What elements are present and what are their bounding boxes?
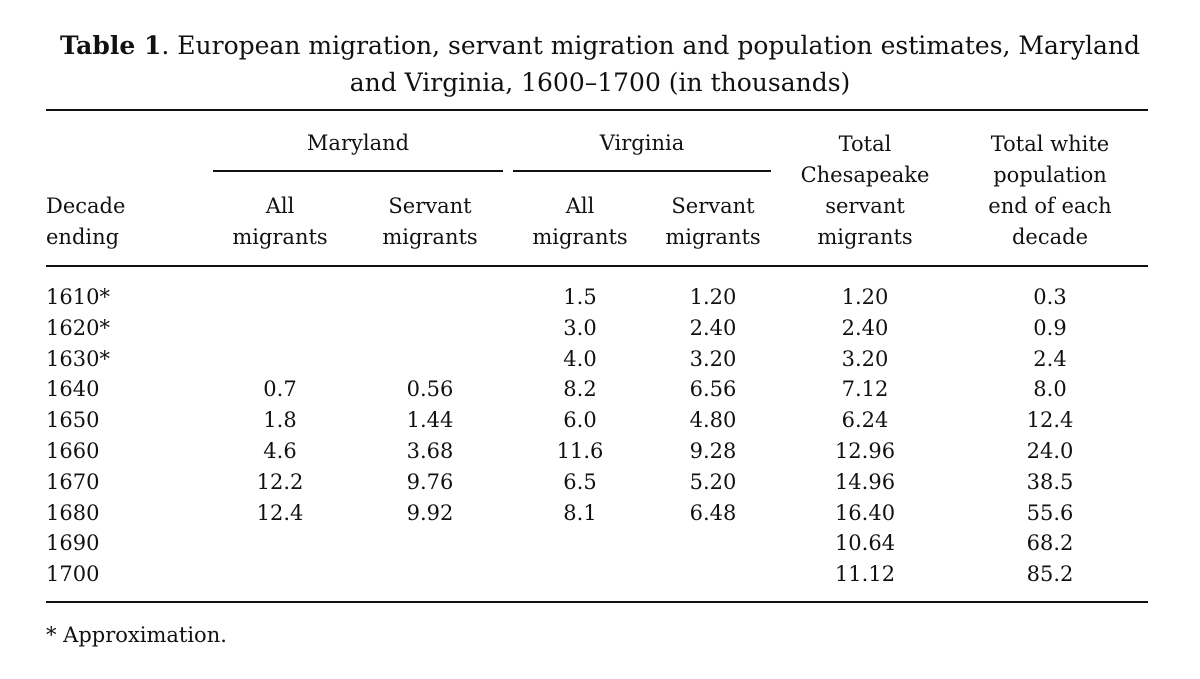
footnote: * Approximation. xyxy=(46,623,227,647)
cell-md-servant: 3.68 xyxy=(406,439,454,463)
cell-decade: 1650 xyxy=(46,408,100,433)
cell-decade: 1670 xyxy=(46,469,100,494)
cell-total-white: 68.2 xyxy=(1026,531,1074,556)
virginia-span-rule xyxy=(513,170,771,172)
cell-va-servant: 1.20 xyxy=(689,285,737,309)
cell-va-all: 8.1 xyxy=(563,500,597,525)
cell-va-all: 1.5 xyxy=(563,285,597,309)
header-virginia: Virginia xyxy=(599,131,685,155)
cell-md-servant: 9.92 xyxy=(406,500,454,525)
cell-total-white: 55.6 xyxy=(1026,500,1074,525)
header-total-white-population: Total white population end of each decade xyxy=(988,132,1112,249)
cell-total-white: 38.5 xyxy=(1026,469,1074,494)
header-decade-ending: Decade ending xyxy=(46,194,126,249)
cell-total-servant: 1.20 xyxy=(841,285,889,309)
cell-va-servant: 2.40 xyxy=(689,315,737,340)
cell-total-servant: 14.96 xyxy=(834,469,896,494)
cell-decade: 1660 xyxy=(46,439,100,463)
cell-total-white: 0.9 xyxy=(1033,315,1067,340)
cell-va-all: 6.5 xyxy=(563,469,597,494)
maryland-span-rule xyxy=(213,170,503,172)
cell-total-servant: 7.12 xyxy=(841,377,889,402)
cell-total-servant: 12.96 xyxy=(834,439,896,463)
header-total-chesapeake-servant: Total Chesapeake servant migrants xyxy=(800,132,930,249)
cell-total-white: 24.0 xyxy=(1026,439,1074,463)
cell-total-servant: 3.20 xyxy=(841,346,889,371)
cell-total-servant: 16.40 xyxy=(834,500,896,525)
cell-total-white: 8.0 xyxy=(1033,377,1067,402)
cell-va-all: 6.0 xyxy=(563,408,597,433)
cell-decade: 1700 xyxy=(46,562,100,587)
cell-md-all: 0.7 xyxy=(263,377,297,402)
table-label: Table 1 xyxy=(59,31,162,60)
cell-md-servant: 9.76 xyxy=(406,469,454,494)
cell-decade: 1630* xyxy=(46,346,110,371)
cell-total-servant: 2.40 xyxy=(841,315,889,340)
header-md-all-migrants: All migrants xyxy=(232,194,328,249)
cell-md-all: 1.8 xyxy=(263,408,297,433)
cell-decade: 1610* xyxy=(46,285,110,309)
header-md-servant-migrants: Servant migrants xyxy=(382,194,478,249)
header-bottom-rule xyxy=(46,265,1148,267)
cell-decade: 1690 xyxy=(46,531,100,556)
cell-md-all: 4.6 xyxy=(263,439,297,463)
cell-decade: 1680 xyxy=(46,500,100,525)
cell-total-white: 2.4 xyxy=(1033,346,1067,371)
table-title: . European migration, servant migration … xyxy=(161,31,1141,97)
cell-total-servant: 6.24 xyxy=(841,408,889,433)
cell-va-all: 8.2 xyxy=(563,377,597,402)
table-caption: Table 1. European migration, servant mig… xyxy=(40,27,1160,101)
cell-total-white: 85.2 xyxy=(1026,562,1074,587)
cell-total-servant: 11.12 xyxy=(834,562,896,587)
cell-md-servant: 1.44 xyxy=(406,408,454,433)
header-va-servant-migrants: Servant migrants xyxy=(665,194,761,249)
cell-total-white: 0.3 xyxy=(1033,285,1067,309)
cell-va-servant: 5.20 xyxy=(689,469,737,494)
cell-va-servant: 6.56 xyxy=(689,377,737,402)
cell-total-white: 12.4 xyxy=(1026,408,1074,433)
cell-md-servant: 0.56 xyxy=(406,377,454,402)
cell-va-servant: 9.28 xyxy=(689,439,737,463)
cell-va-all: 11.6 xyxy=(556,439,604,463)
cell-va-servant: 6.48 xyxy=(689,500,737,525)
cell-decade: 1640 xyxy=(46,377,100,402)
cell-md-all: 12.2 xyxy=(256,469,304,494)
cell-va-servant: 3.20 xyxy=(689,346,737,371)
cell-total-servant: 10.64 xyxy=(834,531,896,556)
header-va-all-migrants: All migrants xyxy=(532,194,628,249)
cell-md-all: 12.4 xyxy=(256,500,304,525)
bottom-rule xyxy=(46,601,1148,603)
cell-va-servant: 4.80 xyxy=(689,408,737,433)
header-maryland: Maryland xyxy=(306,131,410,155)
cell-decade: 1620* xyxy=(46,315,110,340)
top-rule xyxy=(46,109,1148,111)
cell-va-all: 4.0 xyxy=(563,346,597,371)
cell-va-all: 3.0 xyxy=(563,315,597,340)
